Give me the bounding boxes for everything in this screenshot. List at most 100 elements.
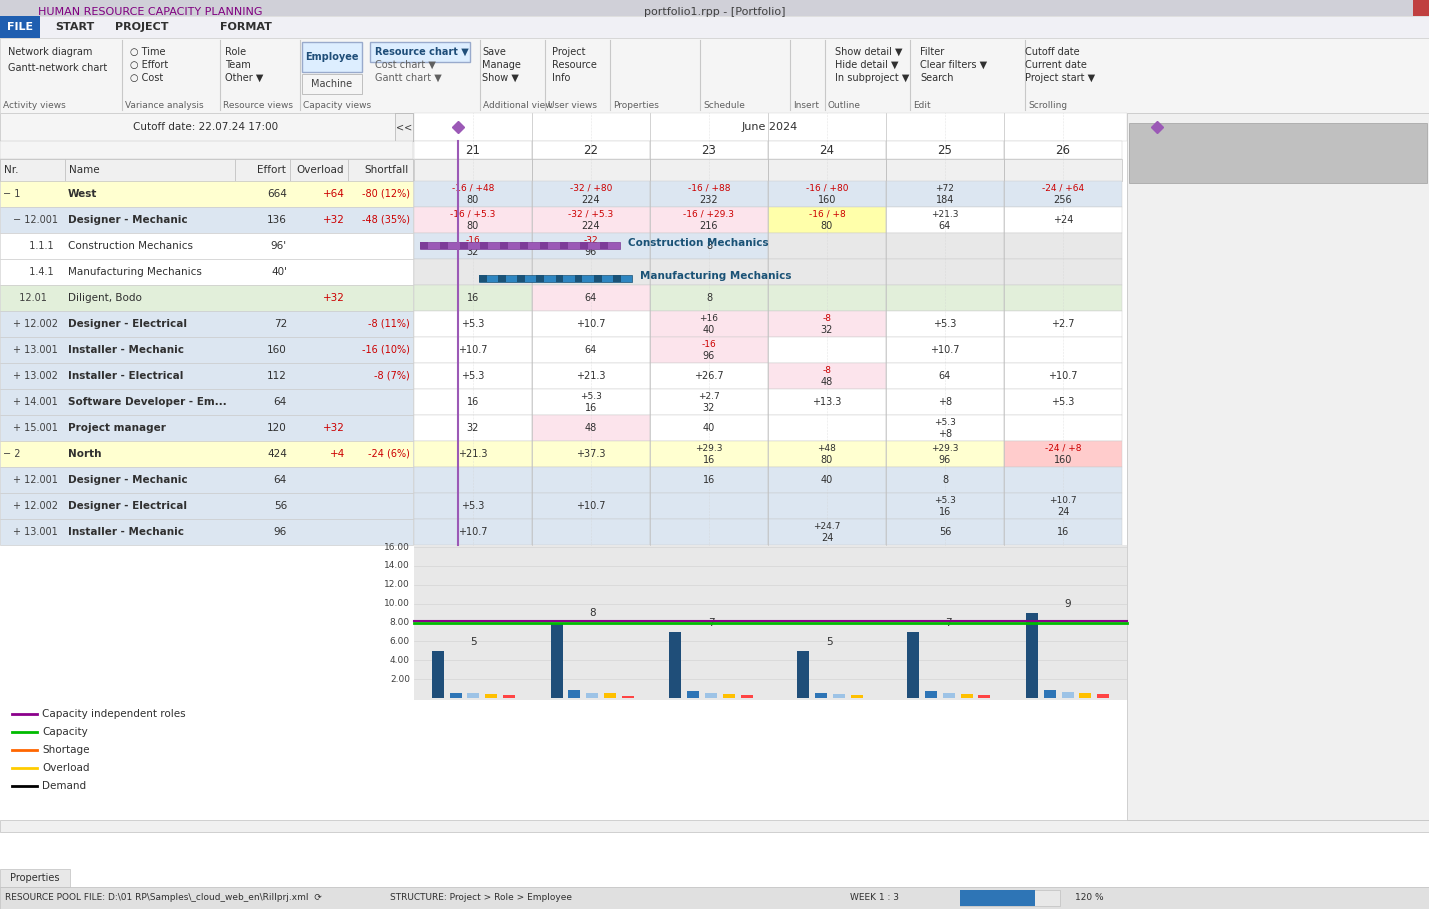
- Bar: [767, 181, 886, 207]
- Bar: [925, 692, 937, 698]
- Text: Other ▼: Other ▼: [224, 73, 263, 83]
- Bar: [833, 694, 845, 698]
- Bar: [479, 275, 632, 283]
- Text: June 2024: June 2024: [742, 122, 799, 132]
- Text: 2.00: 2.00: [390, 674, 410, 684]
- Text: -8 (11%): -8 (11%): [369, 319, 410, 329]
- Bar: [767, 207, 886, 233]
- Text: 10.00: 10.00: [384, 599, 410, 608]
- Bar: [550, 623, 563, 698]
- Text: 64: 64: [584, 293, 597, 303]
- Text: -8: -8: [823, 314, 832, 323]
- Bar: [767, 159, 886, 181]
- Text: 664: 664: [267, 189, 287, 199]
- Text: RESOURCE POOL FILE: D:\01 RP\Samples\_cloud_web_en\Rillprj.xml  ⟳: RESOURCE POOL FILE: D:\01 RP\Samples\_cl…: [4, 894, 322, 903]
- Bar: [532, 311, 650, 337]
- Text: Effort: Effort: [257, 165, 286, 175]
- Bar: [0, 159, 413, 181]
- Bar: [1097, 694, 1109, 698]
- Text: 112: 112: [267, 371, 287, 381]
- Bar: [1005, 181, 1122, 207]
- Text: +2.7: +2.7: [1052, 319, 1075, 329]
- Bar: [886, 311, 1005, 337]
- Bar: [414, 415, 532, 441]
- Bar: [650, 285, 767, 311]
- Bar: [650, 207, 767, 233]
- Text: +21.3: +21.3: [459, 449, 487, 459]
- Text: -16 / +5.3: -16 / +5.3: [450, 210, 496, 219]
- Text: Insert: Insert: [793, 101, 819, 110]
- Bar: [960, 890, 1060, 906]
- Bar: [349, 159, 413, 181]
- Text: +21.3: +21.3: [932, 210, 959, 219]
- Bar: [767, 519, 886, 545]
- Bar: [886, 389, 1005, 415]
- Bar: [650, 441, 767, 467]
- Text: 64: 64: [274, 475, 287, 485]
- Text: 6.00: 6.00: [390, 637, 410, 646]
- Text: -24 / +8: -24 / +8: [1045, 444, 1082, 453]
- Bar: [886, 285, 1005, 311]
- Text: 120: 120: [267, 423, 287, 433]
- Bar: [0, 207, 413, 233]
- Bar: [0, 38, 1429, 113]
- Text: Project: Project: [552, 47, 586, 57]
- Text: + 14.001: + 14.001: [13, 397, 57, 407]
- Text: Construction Mechanics: Construction Mechanics: [629, 238, 769, 248]
- Bar: [767, 141, 886, 159]
- Text: + 13.002: + 13.002: [13, 371, 59, 381]
- Text: Resource: Resource: [552, 60, 597, 70]
- Text: Hide detail ▼: Hide detail ▼: [835, 60, 899, 70]
- Bar: [767, 363, 886, 389]
- Text: 16: 16: [939, 506, 952, 516]
- Bar: [0, 285, 413, 311]
- Bar: [0, 467, 413, 493]
- Bar: [1005, 159, 1122, 181]
- Bar: [0, 415, 413, 441]
- Text: Designer - Mechanic: Designer - Mechanic: [69, 215, 187, 225]
- Text: Project manager: Project manager: [69, 423, 166, 433]
- Bar: [414, 389, 532, 415]
- Text: +26.7: +26.7: [694, 371, 725, 381]
- Text: +24: +24: [1053, 215, 1073, 225]
- Bar: [414, 141, 532, 159]
- Bar: [460, 242, 469, 249]
- Bar: [1005, 519, 1122, 545]
- Text: 64: 64: [939, 221, 952, 231]
- Bar: [480, 242, 489, 249]
- Bar: [723, 694, 735, 698]
- Bar: [1005, 285, 1122, 311]
- Text: Outline: Outline: [827, 101, 862, 110]
- Bar: [622, 696, 634, 698]
- Text: +10.7: +10.7: [459, 345, 487, 355]
- Bar: [499, 275, 506, 283]
- Bar: [886, 141, 1005, 159]
- Bar: [886, 159, 1005, 181]
- Text: 80: 80: [820, 221, 833, 231]
- Text: 232: 232: [700, 195, 719, 205]
- Text: In subproject ▼: In subproject ▼: [835, 73, 909, 83]
- Text: 224: 224: [582, 221, 600, 231]
- Bar: [0, 493, 413, 519]
- Text: Save: Save: [482, 47, 506, 57]
- Bar: [1062, 693, 1073, 698]
- Text: Designer - Electrical: Designer - Electrical: [69, 501, 187, 511]
- Bar: [414, 519, 532, 545]
- Bar: [440, 242, 447, 249]
- Text: + 12.002: + 12.002: [13, 501, 59, 511]
- Text: Capacity views: Capacity views: [303, 101, 372, 110]
- Bar: [580, 242, 589, 249]
- Bar: [414, 337, 532, 363]
- Text: 8: 8: [589, 608, 596, 618]
- Bar: [414, 207, 532, 233]
- Bar: [767, 441, 886, 467]
- Bar: [1127, 113, 1429, 545]
- Text: 160: 160: [817, 195, 836, 205]
- Text: Machine: Machine: [312, 79, 353, 89]
- Text: 96: 96: [703, 351, 714, 361]
- Text: Project start ▼: Project start ▼: [1025, 73, 1095, 83]
- Text: +10.7: +10.7: [1049, 371, 1077, 381]
- Text: 64: 64: [939, 371, 952, 381]
- Bar: [414, 113, 1127, 141]
- Bar: [532, 467, 650, 493]
